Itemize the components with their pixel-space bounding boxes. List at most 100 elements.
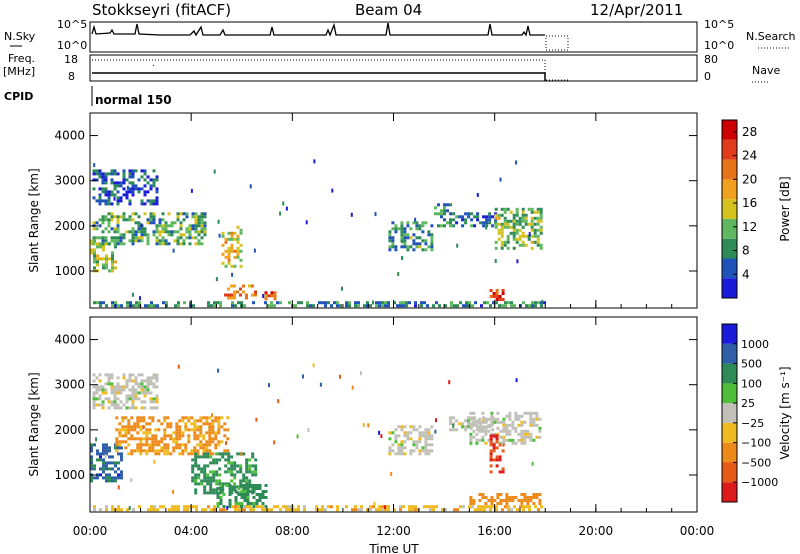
power-cell <box>224 255 228 259</box>
power-cell <box>403 245 407 249</box>
velocity-cell <box>175 422 179 426</box>
velocity-cell <box>315 508 318 512</box>
power-cell <box>125 193 129 197</box>
velocity-cell <box>160 437 164 441</box>
velocity-cell <box>224 452 228 456</box>
power-speckle <box>397 272 400 276</box>
power-cell <box>400 236 404 240</box>
power-cell <box>155 187 159 191</box>
velocity-cell <box>178 419 182 423</box>
power-cell <box>537 301 540 305</box>
velocity-cell <box>517 432 521 436</box>
velocity-cell <box>132 508 135 512</box>
power-cell <box>105 254 108 258</box>
power-cell <box>312 304 315 308</box>
velocity-speckle <box>312 363 315 368</box>
velocity-cell <box>152 385 156 389</box>
power-cell <box>515 222 519 226</box>
power-cell <box>188 224 192 228</box>
velocity-cell <box>209 461 213 465</box>
velocity-cell <box>495 434 499 438</box>
power-cell <box>418 224 422 228</box>
power-cell <box>233 296 236 300</box>
power-cell <box>378 304 381 308</box>
velocity-cell <box>248 458 252 462</box>
power-cell <box>230 293 233 297</box>
velocity-cell <box>175 443 179 447</box>
power-cell <box>465 304 468 308</box>
velocity-cell <box>114 446 117 450</box>
velocity-cell <box>224 464 228 468</box>
velocity-cell <box>128 376 132 380</box>
power-cell <box>125 218 129 222</box>
panel-frame <box>89 112 698 309</box>
velocity-cell <box>125 385 129 389</box>
power-cell <box>503 216 507 220</box>
velocity-cell <box>139 449 143 453</box>
velocity-cell <box>508 417 512 421</box>
velocity-cell <box>469 411 473 415</box>
velocity-cell <box>181 452 185 456</box>
power-cell <box>191 224 195 228</box>
power-cell <box>240 301 243 305</box>
velocity-cell <box>216 505 220 508</box>
velocity-cell <box>128 406 132 410</box>
velocity-cell <box>211 452 215 456</box>
power-cell <box>110 178 114 182</box>
power-cell <box>176 230 180 234</box>
velocity-cell <box>459 505 462 509</box>
velocity-cell <box>388 437 392 441</box>
power-cell <box>512 213 516 217</box>
velocity-cell <box>523 438 527 442</box>
velocity-cell <box>397 425 401 429</box>
cpid-value: normal 150 <box>95 93 172 107</box>
velocity-cell <box>487 429 491 433</box>
power-cell <box>530 225 534 229</box>
velocity-cell <box>117 446 120 450</box>
power-cell <box>113 184 117 188</box>
velocity-cell <box>125 400 129 404</box>
nave-marker: . <box>152 59 155 69</box>
power-cell <box>245 296 248 300</box>
power-speckle <box>485 225 488 230</box>
power-cell <box>113 172 117 176</box>
velocity-cell <box>209 485 213 489</box>
velocity-cell <box>455 428 459 432</box>
velocity-cell <box>233 485 237 489</box>
power-cell <box>203 230 207 234</box>
power-cell <box>430 248 434 252</box>
power-cell <box>98 199 102 203</box>
velocity-cell <box>145 431 149 435</box>
velocity-cell <box>255 493 259 496</box>
power-cell <box>251 284 254 288</box>
velocity-cell <box>146 379 150 383</box>
power-cell <box>155 196 159 200</box>
velocity-cell <box>412 425 416 429</box>
velocity-cell <box>163 434 167 438</box>
velocity-cell <box>194 461 198 465</box>
velocity-cell <box>152 382 156 386</box>
power-cell <box>158 224 162 228</box>
velocity-cell <box>199 446 203 450</box>
power-cell <box>378 301 381 305</box>
velocity-cell <box>209 488 213 492</box>
velocity-cell <box>152 406 156 410</box>
power-cell <box>101 181 105 185</box>
power-cell <box>498 295 502 298</box>
velocity-cell <box>517 423 521 427</box>
colorbar-tick-label: 20 <box>742 172 757 186</box>
velocity-cell <box>125 397 129 401</box>
power-cell <box>200 224 204 228</box>
x-tick-label: 04:00 <box>174 524 209 538</box>
velocity-cell <box>148 416 152 420</box>
power-cell <box>158 242 162 246</box>
power-speckle <box>401 239 404 244</box>
power-cell <box>388 230 392 234</box>
power-cell <box>140 233 144 237</box>
power-cell <box>104 202 108 206</box>
velocity-cell <box>124 428 128 432</box>
power-speckle <box>249 184 252 189</box>
velocity-cell <box>495 446 499 450</box>
power-cell <box>128 175 132 179</box>
power-cell <box>149 212 153 216</box>
